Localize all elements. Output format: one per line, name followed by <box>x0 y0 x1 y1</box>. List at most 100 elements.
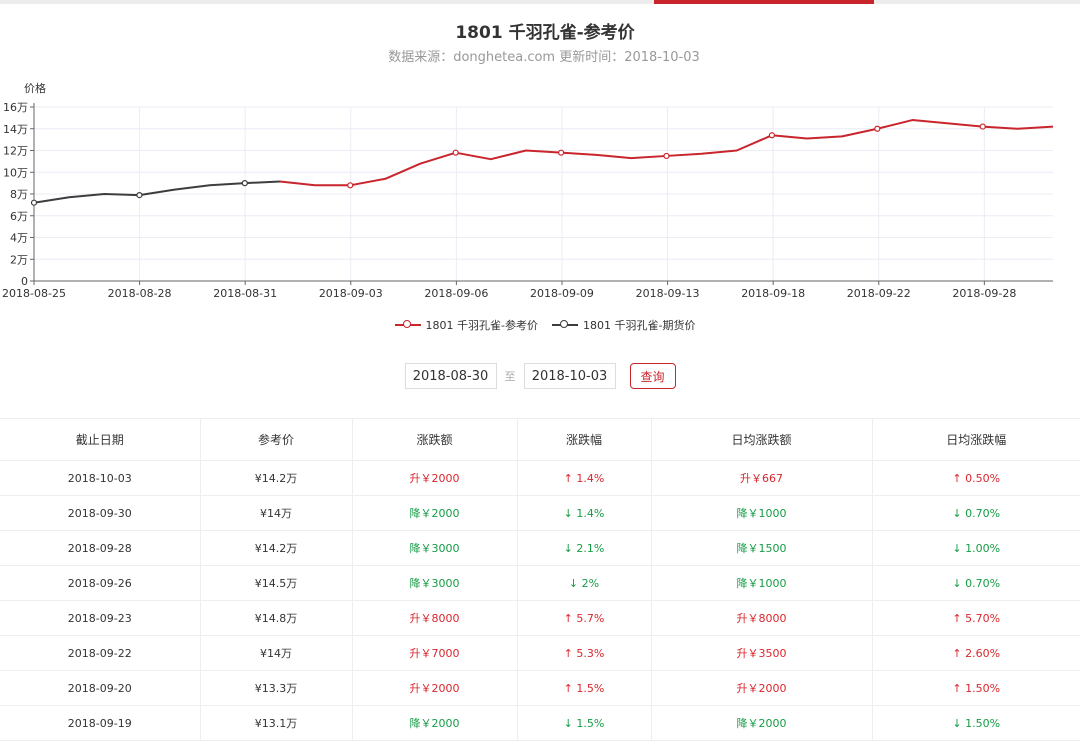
cell-daily-change-pct: ↑ 2.60% <box>872 635 1080 671</box>
table-row: 2018-09-23 ¥14.8万 升￥8000 ↑ 5.7% 升￥8000 ↑… <box>0 600 1080 636</box>
cell-change-pct: ↑ 1.4% <box>517 460 652 496</box>
cell-date: 2018-10-03 <box>0 460 201 496</box>
cell-date: 2018-09-30 <box>0 495 201 531</box>
cell-date: 2018-09-22 <box>0 635 201 671</box>
y-tick-label: 10万 <box>3 166 28 179</box>
legend-item-futures-price[interactable]: 1801 千羽孔雀-期货价 <box>552 317 695 333</box>
x-tick-label: 2018-09-03 <box>319 287 383 300</box>
data-point <box>347 182 354 189</box>
cell-change: 升￥7000 <box>352 635 518 671</box>
cell-price: ¥14.8万 <box>200 600 353 636</box>
table-row: 2018-09-30 ¥14万 降￥2000 ↓ 1.4% 降￥1000 ↓ 0… <box>0 495 1080 531</box>
end-date-input[interactable] <box>523 363 616 389</box>
active-tab-indicator <box>654 0 874 4</box>
cell-daily-change: 升￥8000 <box>651 600 873 636</box>
cell-change-pct: ↓ 2% <box>517 565 652 601</box>
cell-price: ¥14.2万 <box>200 530 353 566</box>
cell-change-pct: ↑ 1.5% <box>517 670 652 706</box>
cell-date: 2018-09-20 <box>0 670 201 706</box>
table-row: 2018-09-20 ¥13.3万 升￥2000 ↑ 1.5% 升￥2000 ↑… <box>0 670 1080 706</box>
cell-change: 升￥2000 <box>352 670 518 706</box>
y-tick-label: 6万 <box>10 210 28 223</box>
table-row: 2018-09-26 ¥14.5万 降￥3000 ↓ 2% 降￥1000 ↓ 0… <box>0 565 1080 601</box>
start-date-input[interactable] <box>404 363 497 389</box>
cell-daily-change-pct: ↓ 1.50% <box>872 705 1080 741</box>
date-range-separator: 至 <box>504 370 516 383</box>
table-row: 2018-09-28 ¥14.2万 降￥3000 ↓ 2.1% 降￥1500 ↓… <box>0 530 1080 566</box>
x-tick-label: 2018-09-13 <box>636 287 700 300</box>
x-tick-label: 2018-09-06 <box>424 287 488 300</box>
table-header-row: 截止日期 参考价 涨跌额 涨跌幅 日均涨跌额 日均涨跌幅 <box>0 418 1080 461</box>
data-point <box>241 180 248 187</box>
cell-daily-change: 升￥667 <box>651 460 873 496</box>
column-header-change-pct: 涨跌幅 <box>517 418 652 461</box>
table-row: 2018-10-03 ¥14.2万 升￥2000 ↑ 1.4% 升￥667 ↑ … <box>0 460 1080 496</box>
legend-label-futures: 1801 千羽孔雀-期货价 <box>583 319 696 332</box>
y-tick-label: 0 <box>21 275 28 288</box>
cell-daily-change: 降￥1500 <box>651 530 873 566</box>
cell-change-pct: ↑ 5.7% <box>517 600 652 636</box>
cell-daily-change: 降￥1000 <box>651 565 873 601</box>
y-tick-label: 16万 <box>3 101 28 114</box>
cell-change: 降￥3000 <box>352 565 518 601</box>
cell-daily-change: 降￥2000 <box>651 705 873 741</box>
cell-change: 降￥2000 <box>352 705 518 741</box>
x-tick-label: 2018-08-25 <box>2 287 66 300</box>
legend-item-reference-price[interactable]: 1801 千羽孔雀-参考价 <box>394 317 538 333</box>
cell-change-pct: ↓ 2.1% <box>517 530 652 566</box>
chart-legend: 1801 千羽孔雀-参考价 1801 千羽孔雀-期货价 <box>0 317 1080 333</box>
data-point <box>136 191 143 199</box>
date-range-query: 至 查询 <box>0 363 1080 389</box>
price-history-table: 截止日期 参考价 涨跌额 涨跌幅 日均涨跌额 日均涨跌幅 2018-10-03 … <box>0 418 1080 741</box>
cell-price: ¥14.2万 <box>200 460 353 496</box>
y-tick-label: 12万 <box>3 145 28 158</box>
table-row: 2018-09-22 ¥14万 升￥7000 ↑ 5.3% 升￥3500 ↑ 2… <box>0 635 1080 671</box>
cell-date: 2018-09-23 <box>0 600 201 636</box>
cell-price: ¥13.3万 <box>200 670 353 706</box>
price-line-chart: 0 2万 4万 6万 8万 10万 12万 14万 16万 2018-08-25 2018-08-2… <box>2 81 1054 300</box>
x-tick-label: 2018-08-31 <box>213 287 277 300</box>
y-tick-label: 8万 <box>10 188 28 201</box>
cell-date: 2018-09-26 <box>0 565 201 601</box>
cell-daily-change-pct: ↓ 1.00% <box>872 530 1080 566</box>
data-point <box>557 149 565 156</box>
cell-daily-change-pct: ↑ 1.50% <box>872 670 1080 706</box>
cell-daily-change-pct: ↑ 5.70% <box>872 600 1080 636</box>
column-header-date: 截止日期 <box>0 418 201 461</box>
query-button[interactable]: 查询 <box>629 363 676 389</box>
cell-daily-change: 升￥3500 <box>651 635 873 671</box>
column-header-daily-change-pct: 日均涨跌幅 <box>872 418 1080 461</box>
data-point <box>663 152 670 160</box>
column-header-price: 参考价 <box>200 418 353 461</box>
series-line <box>279 119 1054 187</box>
y-tick-label: 14万 <box>3 123 28 136</box>
data-point <box>874 125 881 132</box>
cell-change: 升￥2000 <box>352 460 518 496</box>
cell-change-pct: ↑ 5.3% <box>517 635 652 671</box>
column-header-change: 涨跌额 <box>352 418 518 461</box>
legend-label-reference: 1801 千羽孔雀-参考价 <box>425 319 538 332</box>
y-tick-label: 4万 <box>10 232 28 245</box>
cell-price: ¥14万 <box>200 635 353 671</box>
data-point <box>979 123 986 130</box>
x-tick-label: 2018-09-28 <box>952 287 1016 300</box>
cell-daily-change-pct: ↑ 0.50% <box>872 460 1080 496</box>
legend-marker-futures-icon <box>552 319 578 331</box>
series-line <box>33 180 281 204</box>
cell-date: 2018-09-28 <box>0 530 201 566</box>
x-tick-label: 2018-09-18 <box>741 287 805 300</box>
top-bar <box>0 0 1080 4</box>
x-tick-label: 2018-09-22 <box>847 287 911 300</box>
data-point <box>30 199 38 206</box>
cell-daily-change: 降￥1000 <box>651 495 873 531</box>
cell-change-pct: ↓ 1.4% <box>517 495 652 531</box>
data-point <box>452 149 459 156</box>
data-point <box>768 132 775 139</box>
x-tick-label: 2018-09-09 <box>530 287 594 300</box>
cell-change: 降￥2000 <box>352 495 518 531</box>
cell-change: 升￥8000 <box>352 600 518 636</box>
cell-price: ¥14.5万 <box>200 565 353 601</box>
cell-change-pct: ↓ 1.5% <box>517 705 652 741</box>
cell-change: 降￥3000 <box>352 530 518 566</box>
table-row: 2018-09-19 ¥13.1万 降￥2000 ↓ 1.5% 降￥2000 ↓… <box>0 705 1080 741</box>
